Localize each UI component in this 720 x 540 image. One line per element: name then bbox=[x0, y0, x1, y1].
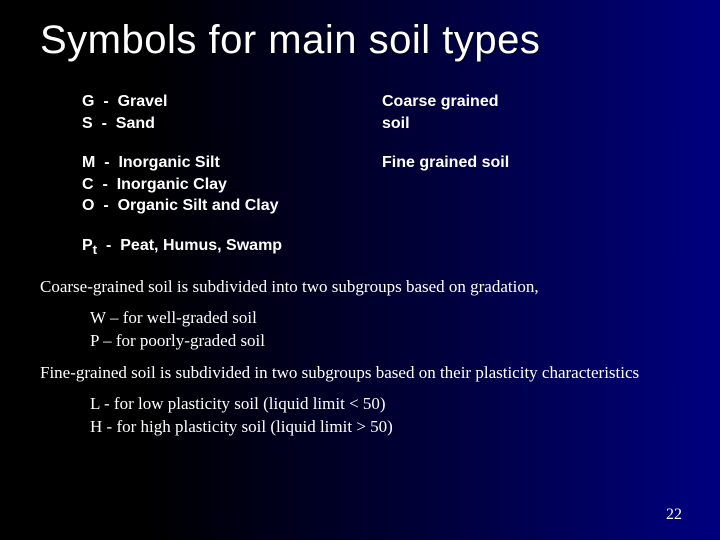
symbol-name: Inorganic Silt bbox=[118, 154, 219, 171]
symbol-row: O - Organic Silt and Clay bbox=[82, 195, 680, 217]
symbol-def: Pt - Peat, Humus, Swamp bbox=[82, 235, 382, 259]
symbol-code: M bbox=[82, 154, 95, 171]
bullet-line: W – for well-graded soil bbox=[90, 307, 680, 330]
symbol-row: Pt - Peat, Humus, Swamp bbox=[82, 235, 680, 259]
page-number: 22 bbox=[666, 506, 682, 524]
symbol-def: G - Gravel bbox=[82, 91, 382, 113]
slide: Symbols for main soil types G - Gravel C… bbox=[0, 0, 720, 540]
symbol-code: O bbox=[82, 197, 94, 214]
group-label-cont: soil bbox=[382, 113, 680, 135]
slide-title: Symbols for main soil types bbox=[40, 18, 680, 63]
symbol-name: Inorganic Clay bbox=[117, 176, 227, 193]
bullet-line: P – for poorly-graded soil bbox=[90, 330, 680, 353]
paragraph-fine: Fine-grained soil is subdivided in two s… bbox=[40, 363, 680, 383]
symbol-group-coarse: G - Gravel Coarse grained S - Sand soil bbox=[82, 91, 680, 134]
separator: - bbox=[99, 93, 118, 110]
group-label-text: Coarse grained bbox=[382, 93, 498, 110]
separator: - bbox=[100, 154, 119, 171]
symbol-name: Sand bbox=[116, 115, 155, 132]
symbol-def: M - Inorganic Silt bbox=[82, 152, 382, 174]
symbol-group-peat: Pt - Peat, Humus, Swamp bbox=[82, 235, 680, 259]
symbol-def: S - Sand bbox=[82, 113, 382, 135]
symbol-sub: t bbox=[93, 242, 97, 257]
symbol-name: Gravel bbox=[118, 93, 168, 110]
symbol-row: C - Inorganic Clay bbox=[82, 174, 680, 196]
group-label: Coarse grained bbox=[382, 91, 680, 113]
symbol-name: Organic Silt and Clay bbox=[118, 197, 279, 214]
symbol-code: C bbox=[82, 176, 94, 193]
symbol-row: G - Gravel Coarse grained bbox=[82, 91, 680, 113]
symbol-def: C - Inorganic Clay bbox=[82, 174, 382, 196]
paragraph-coarse: Coarse-grained soil is subdivided into t… bbox=[40, 277, 680, 297]
symbol-group-fine: M - Inorganic Silt Fine grained soil C -… bbox=[82, 152, 680, 217]
group-label: Fine grained soil bbox=[382, 152, 680, 174]
symbol-code: P bbox=[82, 237, 93, 254]
bullets-gradation: W – for well-graded soil P – for poorly-… bbox=[90, 307, 680, 353]
symbol-name: Peat, Humus, Swamp bbox=[120, 237, 282, 254]
bullets-plasticity: L - for low plasticity soil (liquid limi… bbox=[90, 393, 680, 439]
separator: - bbox=[97, 115, 116, 132]
separator: - bbox=[102, 237, 121, 254]
separator: - bbox=[99, 197, 118, 214]
separator: - bbox=[98, 176, 112, 193]
bullet-line: L - for low plasticity soil (liquid limi… bbox=[90, 393, 680, 416]
symbol-code: G bbox=[82, 93, 94, 110]
bullet-line: H - for high plasticity soil (liquid lim… bbox=[90, 416, 680, 439]
symbol-row: M - Inorganic Silt Fine grained soil bbox=[82, 152, 680, 174]
symbol-def: O - Organic Silt and Clay bbox=[82, 195, 382, 217]
symbol-code: S bbox=[82, 115, 93, 132]
symbol-row: S - Sand soil bbox=[82, 113, 680, 135]
group-label-text-2: soil bbox=[382, 115, 410, 132]
